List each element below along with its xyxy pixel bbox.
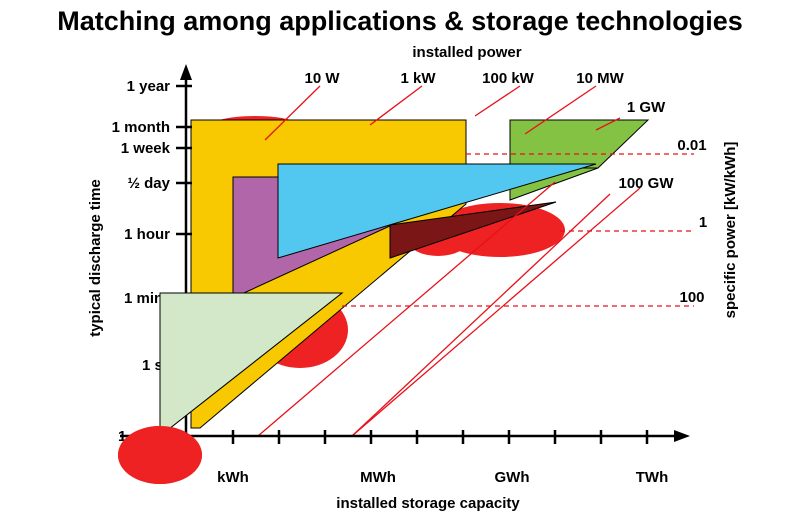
power-line-100kw: [474, 85, 521, 117]
y-tick-labels: 1 year 1 month 1 week ½ day 1 hour 1 min…: [112, 78, 171, 445]
power-label: 1 GW: [627, 99, 666, 116]
y-tick-label: 1 min: [124, 290, 163, 307]
power-label: 1 kW: [400, 70, 436, 87]
y-tick-label: 1 month: [112, 119, 170, 136]
power-label: 10 W: [304, 70, 340, 87]
y-axis-arrow: [180, 64, 192, 80]
power-label: 100 GW: [618, 175, 674, 192]
x-tick-marks: [231, 430, 649, 444]
right-axis-label: specific power [kW/kWh]: [722, 142, 739, 319]
specific-power-lines: [342, 153, 694, 307]
chart-title: Matching among applications & storage te…: [57, 6, 743, 36]
power-line-1kw: [369, 85, 423, 126]
specific-power-label: 0.01: [677, 137, 706, 154]
power-lines: [257, 85, 641, 437]
power-line-10w: [264, 85, 321, 141]
power-line-long-1: [257, 181, 556, 437]
y-tick-marks: [176, 84, 192, 367]
green-region: [509, 119, 650, 169]
x-tick-label: MWh: [360, 469, 396, 486]
x-tick-labels: kWh MWh GWh TWh: [217, 469, 668, 486]
y-tick-label: 1 week: [121, 140, 171, 157]
y-tick-label: ½ day: [127, 175, 170, 192]
lightgreen-triangle-front: [159, 292, 344, 438]
technology-regions: [159, 119, 650, 438]
y-tick-label: 1 year: [127, 78, 171, 95]
y-tick-label: 1 s: [142, 357, 163, 374]
specific-power-label: 1: [699, 214, 707, 231]
power-line-100gw: [351, 193, 611, 437]
power-line-10mw: [524, 85, 597, 135]
power-line-1gw: [595, 117, 621, 131]
x-tick-label: kWh: [217, 469, 249, 486]
y-tick-label: 1: [118, 428, 126, 445]
power-line-long-2: [351, 187, 641, 437]
power-label: 100 kW: [482, 70, 535, 87]
specific-power-labels: 0.01 1 100: [677, 137, 707, 306]
x-axis-label: installed storage capacity: [336, 495, 520, 512]
y-axis-label: typical discharge time: [87, 179, 104, 337]
x-axis-arrow: [674, 430, 690, 442]
power-labels: 10 W 1 kW 100 kW 10 MW 1 GW 100 GW: [304, 70, 674, 192]
cyan-triangle: [277, 163, 597, 259]
x-tick-label: GWh: [495, 469, 530, 486]
y-tick-label: 1 hour: [124, 226, 170, 243]
power-label: 10 MW: [576, 70, 624, 87]
x-tick-label: TWh: [636, 469, 668, 486]
app-ellipse-5-front: [118, 426, 202, 484]
top-axis-label: installed power: [412, 44, 521, 61]
specific-power-label: 100: [679, 289, 704, 306]
